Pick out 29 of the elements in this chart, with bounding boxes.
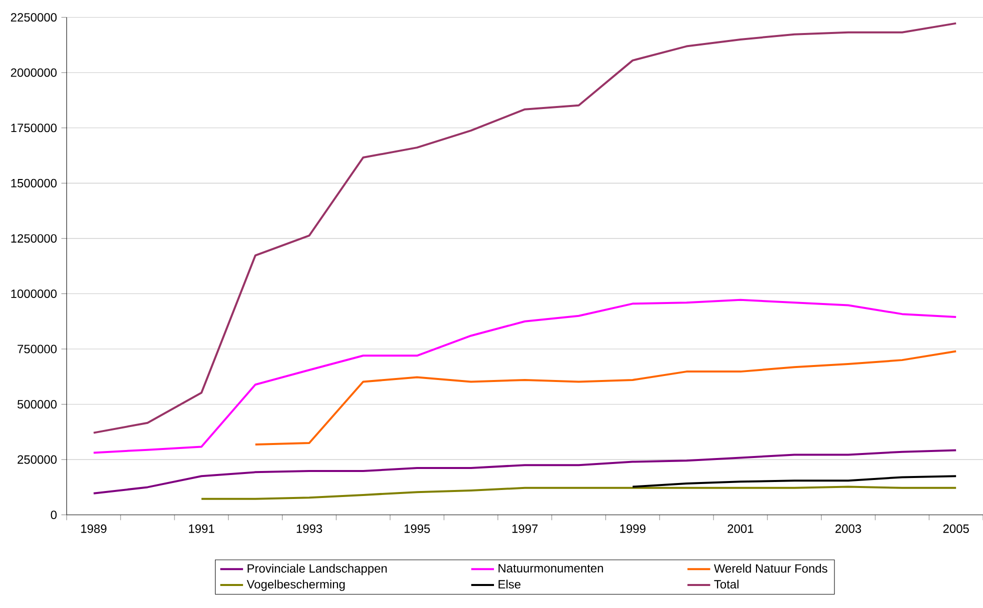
- y-tick-label: 1750000: [11, 124, 57, 132]
- y-tick-label: 250000: [18, 455, 57, 464]
- x-tick-label: 1989: [81, 524, 106, 533]
- y-tick-label: 1250000: [11, 234, 57, 243]
- y-tick-label: 500000: [18, 400, 57, 408]
- x-tick-label: 1999: [620, 524, 646, 533]
- y-tick-label: 0: [50, 510, 57, 520]
- legend-label: Total: [714, 580, 738, 588]
- y-tick-label: 2250000: [10, 12, 57, 22]
- legend-label: Vogelbescherming: [246, 580, 345, 591]
- x-tick-label: 1995: [404, 524, 430, 533]
- x-tick-label: 1991: [189, 524, 214, 533]
- line-series: [92, 449, 958, 494]
- line-series: [632, 475, 958, 488]
- x-tick-label: 2005: [943, 524, 969, 533]
- y-tick-label: 1500000: [11, 178, 57, 188]
- y-tick-label: 1000000: [11, 289, 57, 298]
- y-tick-label: 750000: [18, 344, 57, 354]
- x-tick-label: 2003: [836, 524, 862, 533]
- x-tick-label: 1997: [512, 524, 538, 533]
- legend-label: Wereld Natuur Fonds: [714, 564, 828, 573]
- x-tick-label: 2001: [728, 524, 754, 533]
- line-series: [92, 22, 958, 434]
- legend-label: Natuurmonumenten: [498, 564, 603, 572]
- legend-label: Else: [498, 580, 520, 588]
- line-series: [254, 350, 958, 446]
- x-tick-label: 1993: [296, 524, 322, 533]
- legend-label: Provinciale Landschappen: [248, 564, 387, 575]
- y-tick-label: 2000000: [10, 68, 57, 77]
